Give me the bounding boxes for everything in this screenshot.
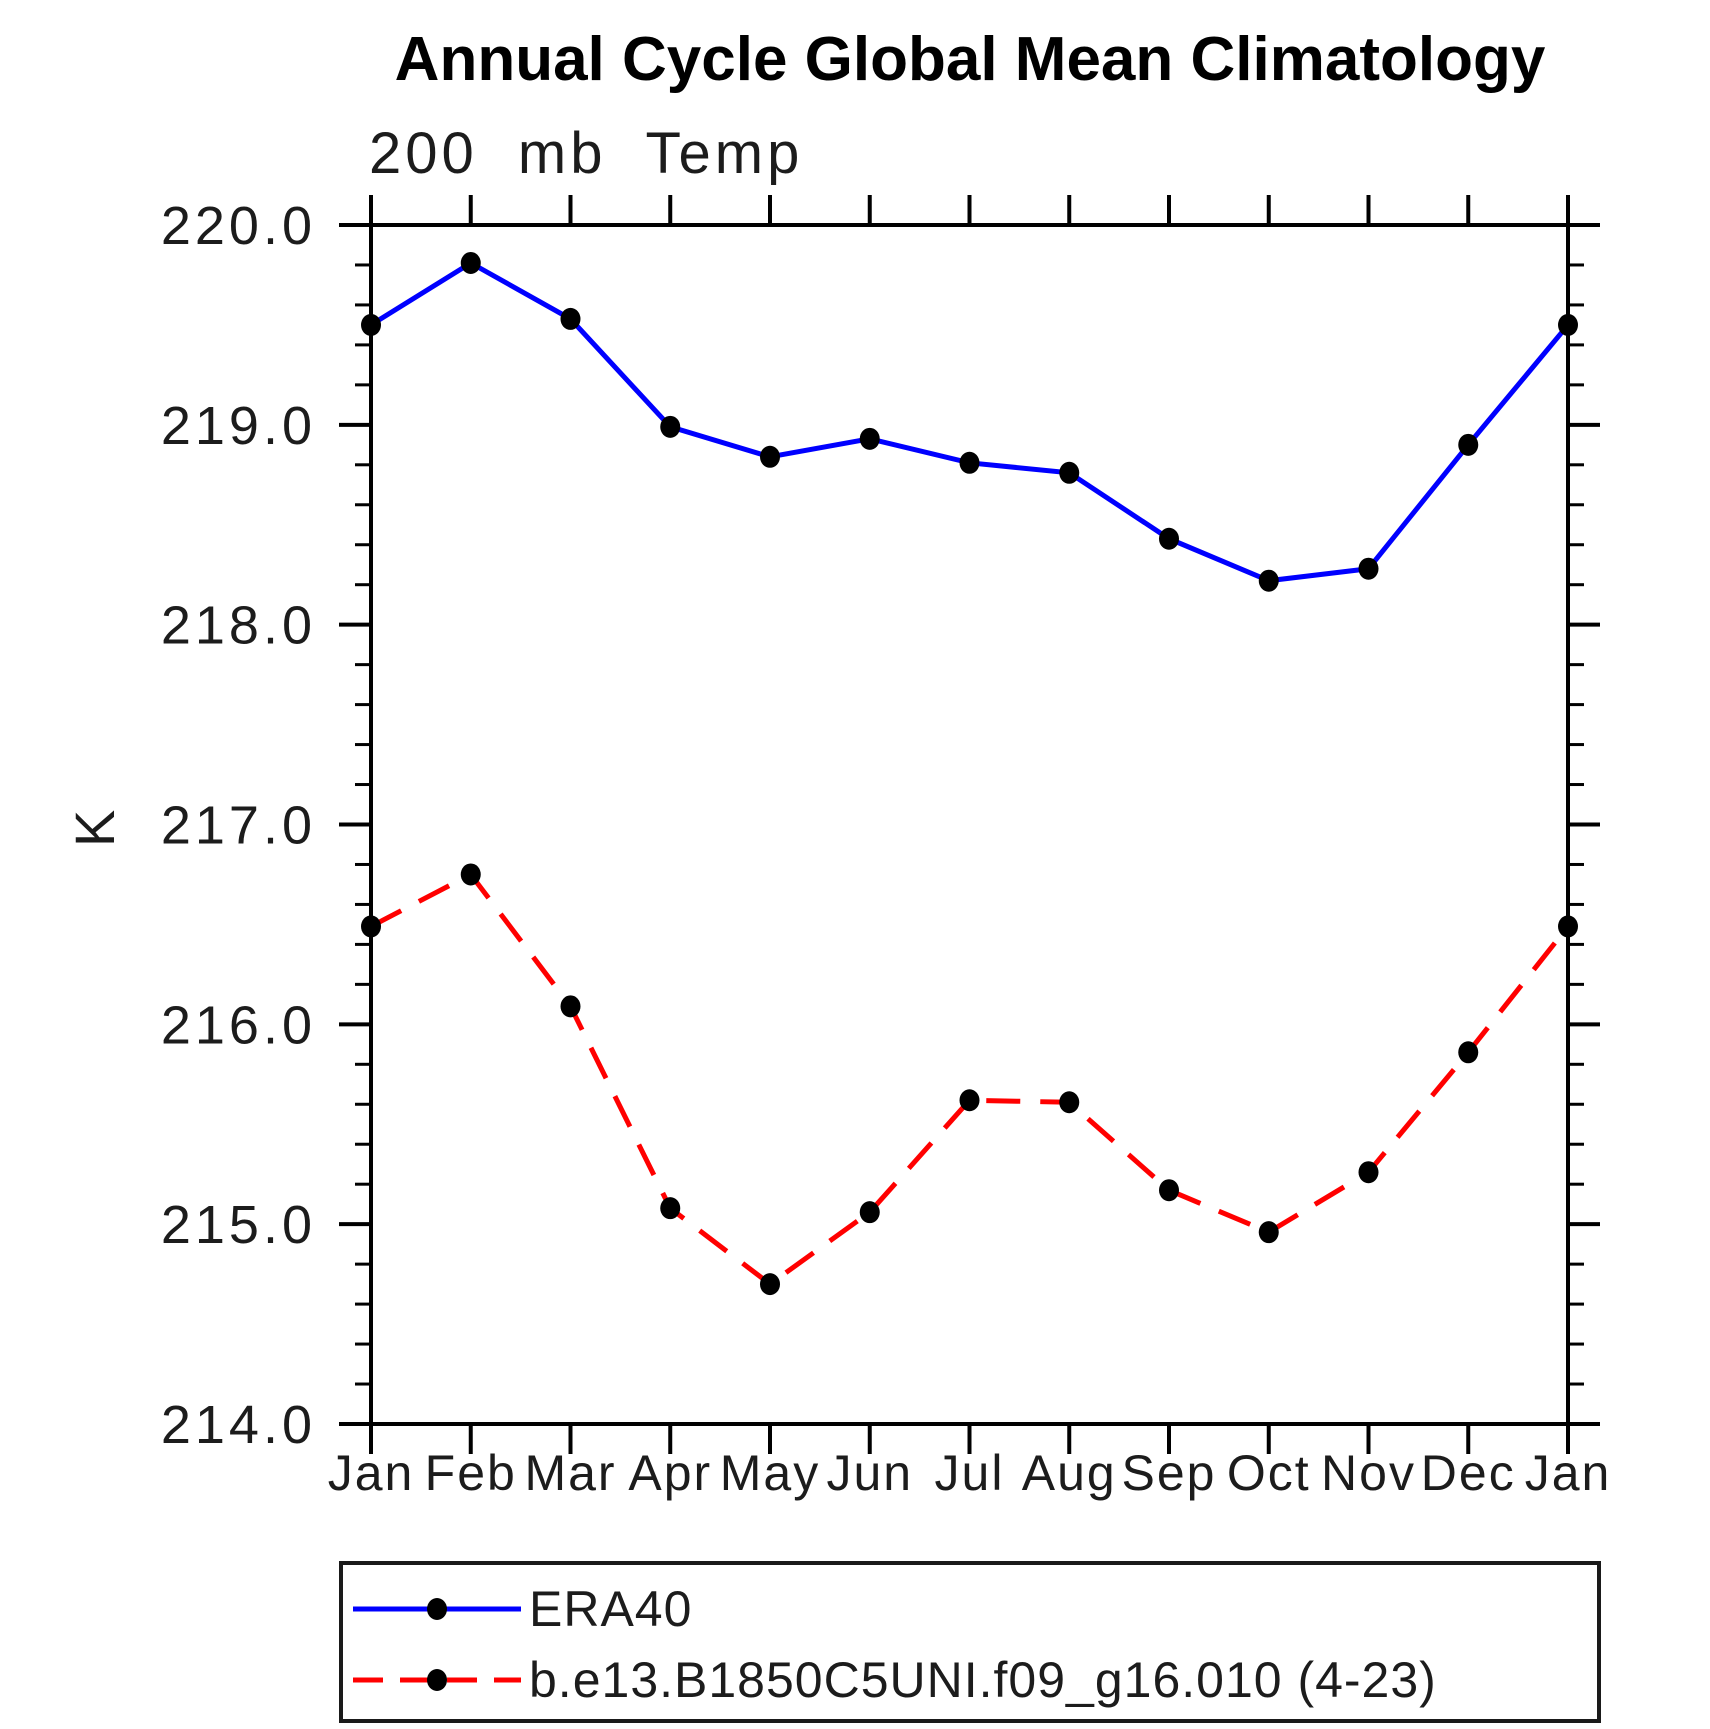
dashed-line-swatch-icon bbox=[353, 1669, 521, 1691]
y-tick-label: 217.0 bbox=[161, 796, 316, 856]
data-point-marker bbox=[460, 863, 481, 886]
x-tick-label: Oct bbox=[1227, 1445, 1311, 1501]
x-tick-label: Aug bbox=[1022, 1445, 1117, 1501]
data-point-marker bbox=[760, 1273, 780, 1296]
data-point-marker bbox=[1358, 1161, 1379, 1184]
data-point-marker bbox=[1558, 915, 1578, 938]
data-point-marker bbox=[1458, 433, 1479, 456]
legend-marker-dot-icon bbox=[427, 1669, 447, 1691]
y-tick-label: 214.0 bbox=[161, 1395, 316, 1455]
data-point-marker bbox=[859, 427, 880, 450]
legend-item: ERA40 bbox=[349, 1581, 693, 1637]
legend-marker-dot-icon bbox=[427, 1598, 447, 1620]
y-tick-label: 220.0 bbox=[161, 196, 316, 256]
x-tick-label: Jul bbox=[935, 1445, 1005, 1501]
x-tick-label: Dec bbox=[1421, 1445, 1516, 1501]
data-point-marker bbox=[959, 1089, 980, 1112]
series-era40 bbox=[361, 251, 1578, 592]
data-point-marker bbox=[1258, 569, 1279, 592]
data-point-marker bbox=[660, 1197, 681, 1220]
x-tick-label: Jun bbox=[826, 1445, 913, 1501]
series-model bbox=[361, 863, 1578, 1296]
data-point-marker bbox=[560, 307, 581, 330]
chart-subtitle: 200 mb Temp bbox=[369, 121, 804, 186]
data-point-marker bbox=[1059, 461, 1080, 484]
data-point-marker bbox=[760, 445, 780, 468]
x-tick-label: May bbox=[720, 1445, 820, 1501]
chart-title: Annual Cycle Global Mean Climatology bbox=[394, 25, 1546, 94]
data-point-marker bbox=[1159, 1179, 1179, 1202]
data-point-marker bbox=[1159, 527, 1179, 550]
legend-item: b.e13.B1850C5UNI.f09_g16.010 (4-23) bbox=[349, 1652, 1437, 1708]
data-point-marker bbox=[460, 251, 481, 274]
x-tick-label: Jan bbox=[328, 1445, 415, 1501]
x-tick-label: Sep bbox=[1122, 1445, 1217, 1501]
x-tick-label: Feb bbox=[425, 1445, 517, 1501]
data-point-marker bbox=[959, 451, 980, 474]
data-point-marker bbox=[859, 1201, 880, 1224]
data-point-marker bbox=[660, 415, 681, 438]
x-tick-label: Jan bbox=[1525, 1445, 1612, 1501]
legend-item-label: b.e13.B1850C5UNI.f09_g16.010 (4-23) bbox=[529, 1652, 1437, 1708]
data-point-marker bbox=[361, 313, 381, 336]
x-tick-label: Nov bbox=[1321, 1445, 1416, 1501]
data-point-marker bbox=[1059, 1091, 1080, 1114]
solid-line-swatch-icon bbox=[353, 1598, 521, 1620]
data-point-marker bbox=[1458, 1041, 1479, 1064]
y-tick-label: 219.0 bbox=[161, 396, 316, 456]
legend-item-label: ERA40 bbox=[529, 1581, 693, 1637]
y-tick-label: 218.0 bbox=[161, 596, 316, 656]
data-point-marker bbox=[560, 995, 581, 1018]
data-point-marker bbox=[1258, 1221, 1279, 1244]
data-point-marker bbox=[1358, 557, 1379, 580]
data-point-marker bbox=[1558, 313, 1578, 336]
data-point-marker bbox=[361, 915, 381, 938]
legend-box: ERA40 b.e13.B1850C5UNI.f09_g16.010 (4-23… bbox=[339, 1561, 1601, 1723]
x-tick-label: Mar bbox=[524, 1445, 616, 1501]
y-tick-label: 216.0 bbox=[161, 995, 316, 1055]
y-tick-label: 215.0 bbox=[161, 1195, 316, 1255]
x-tick-label: Apr bbox=[628, 1445, 712, 1501]
